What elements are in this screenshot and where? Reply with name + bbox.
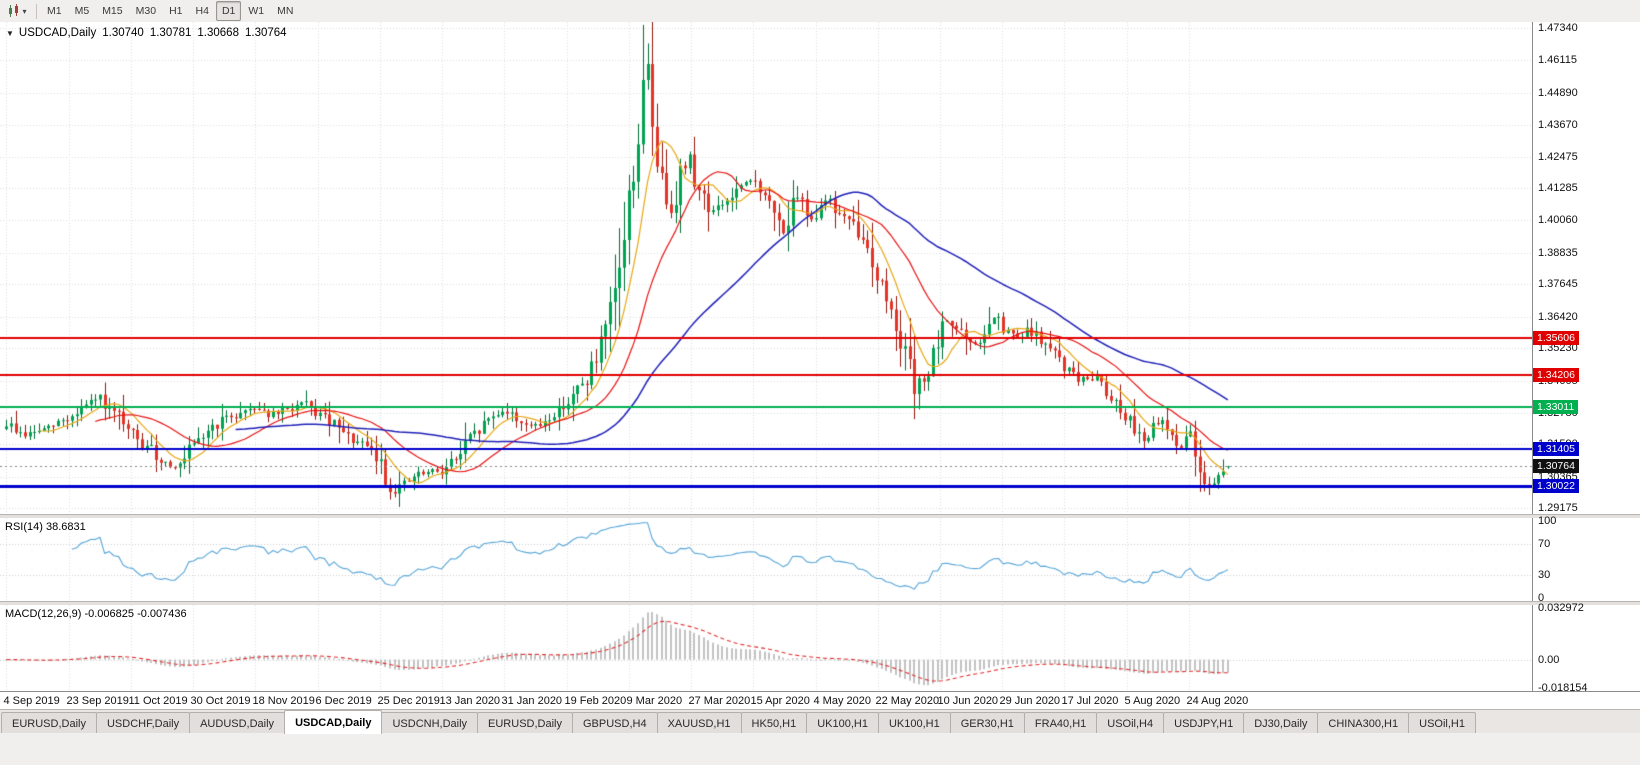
price-tick-label: 1.44890 (1538, 86, 1578, 99)
date-tick-label: 4 May 2020 (813, 695, 871, 707)
tab-hk50-h1[interactable]: HK50,H1 (740, 712, 808, 734)
date-tick-label: 5 Aug 2020 (1124, 695, 1181, 707)
hline-price-tag: 1.30022 (1533, 478, 1579, 493)
hline-price-tag: 1.34206 (1533, 368, 1579, 383)
rsi-tick-label: 0 (1538, 592, 1545, 604)
price-tick-label: 1.37645 (1538, 278, 1578, 291)
rsi-axis[interactable]: 100 70 30 0 (1532, 515, 1640, 604)
tab-audusd-daily[interactable]: AUDUSD,Daily (189, 712, 286, 734)
window-bottom-area (0, 733, 1640, 765)
price-tick-label: 1.38835 (1538, 246, 1578, 259)
dropdown-arrow-icon: ▾ (22, 6, 27, 16)
rsi-label: RSI(14) 38.6831 (5, 521, 86, 533)
tab-usoil-h1[interactable]: USOil,H1 (1408, 712, 1476, 734)
tab-eurusd-daily[interactable]: EURUSD,Daily (1, 712, 97, 734)
hline-price-tag: 1.31405 (1533, 442, 1579, 457)
tab-dj30-daily[interactable]: DJ30,Daily (1243, 712, 1319, 734)
macd-label: MACD(12,26,9) -0.006825 -0.007436 (5, 608, 187, 620)
current-price-tag: 1.30764 (1533, 459, 1579, 474)
tab-usdjpy-h1[interactable]: USDJPY,H1 (1163, 712, 1245, 734)
timeframe-mn[interactable]: MN (277, 5, 294, 17)
legend-close: 1.30764 (244, 27, 287, 39)
date-tick-label: 6 Dec 2019 (315, 695, 372, 707)
price-tick-label: 1.43670 (1538, 118, 1578, 131)
date-tick-label: 31 Jan 2020 (501, 695, 563, 707)
tab-usdchf-daily[interactable]: USDCHF,Daily (95, 712, 191, 734)
timeframe-d1[interactable]: D1 (215, 1, 242, 21)
date-tick-label: 11 Oct 2019 (128, 695, 188, 707)
date-tick-label: 24 Aug 2020 (1186, 695, 1249, 707)
main-chart-panel: ▼ USDCAD,Daily 1.30740 1.30781 1.30668 1… (0, 22, 1640, 514)
tab-uk100-h1[interactable]: UK100,H1 (806, 712, 879, 734)
date-tick-label: 19 Feb 2020 (564, 695, 627, 707)
timeframe-m15[interactable]: M15 (102, 5, 123, 17)
legend-marker-icon: ▼ (6, 28, 14, 38)
main-price-axis[interactable]: 1.47340 1.46115 1.44890 1.43670 1.42475 1.412… (1532, 22, 1640, 514)
date-tick-label: 10 Jun 2020 (937, 695, 999, 707)
timeframe-buttons: M1 M5 M15 M30 H1 H4 D1 W1 MN (41, 1, 299, 21)
timeframe-m5[interactable]: M5 (74, 5, 90, 17)
main-chart-canvas[interactable] (0, 22, 1532, 514)
timeframe-w1[interactable]: W1 (248, 5, 265, 17)
date-tick-label: 17 Jul 2020 (1061, 695, 1119, 707)
rsi-canvas[interactable] (0, 518, 1532, 601)
timeframe-h1[interactable]: H1 (169, 5, 183, 17)
tab-xauusd-h1[interactable]: XAUUSD,H1 (656, 712, 742, 734)
price-tick-label: 1.41285 (1538, 181, 1578, 194)
rsi-tick-label: 100 (1538, 515, 1557, 527)
top-toolbar: ▾ M1 M5 M15 M30 H1 H4 D1 W1 MN (0, 0, 1640, 23)
tab-gbpusd-h4[interactable]: GBPUSD,H4 (572, 712, 658, 734)
timeframe-m1[interactable]: M1 (47, 5, 62, 17)
price-tick-label: 1.42475 (1538, 150, 1578, 163)
legend-low: 1.30668 (197, 27, 239, 39)
date-tick-label: 30 Oct 2019 (190, 695, 251, 707)
rsi-panel: RSI(14) 38.6831 100 70 30 0 (0, 515, 1640, 604)
hline-price-tag: 1.33011 (1533, 399, 1579, 414)
legend-symbol: USDCAD,Daily (18, 27, 97, 39)
date-tick-label: 15 Apr 2020 (750, 695, 810, 707)
date-tick-label: 9 Mar 2020 (626, 695, 683, 707)
rsi-tick-label: 70 (1538, 538, 1551, 551)
toolbar-separator (36, 3, 37, 19)
tab-china300-h1[interactable]: CHINA300,H1 (1317, 712, 1410, 734)
chart-legend: ▼ USDCAD,Daily 1.30740 1.30781 1.30668 1… (6, 27, 287, 39)
timeframe-h4[interactable]: H4 (195, 5, 209, 17)
hline-price-tag: 1.35606 (1533, 331, 1579, 346)
date-tick-label: 23 Sep 2019 (66, 695, 129, 707)
date-tick-label: 27 Mar 2020 (688, 695, 751, 707)
macd-tick-label: 0.032972 (1538, 602, 1584, 614)
tab-ger30-h1[interactable]: GER30,H1 (949, 712, 1025, 734)
macd-panel: MACD(12,26,9) -0.006825 -0.007436 0.0329… (0, 602, 1640, 694)
date-tick-label: 29 Jun 2020 (999, 695, 1061, 707)
chart-type-button[interactable]: ▾ (2, 1, 32, 21)
price-tick-label: 1.36420 (1538, 310, 1578, 323)
date-tick-label: 4 Sep 2019 (3, 695, 60, 707)
tab-fra40-h1[interactable]: FRA40,H1 (1023, 712, 1098, 734)
tab-usdcad-daily[interactable]: USDCAD,Daily (284, 710, 383, 734)
macd-tick-label: 0.00 (1538, 653, 1560, 666)
price-tick-label: 1.47340 (1538, 21, 1578, 34)
macd-axis[interactable]: 0.032972 0.00 -0.018154 (1532, 602, 1640, 694)
candlestick-chart-icon (9, 4, 19, 17)
timeframe-m30[interactable]: M30 (135, 5, 157, 17)
date-tick-label: 25 Dec 2019 (377, 695, 440, 707)
rsi-tick-label: 30 (1538, 568, 1551, 581)
legend-open: 1.30740 (102, 27, 144, 39)
price-tick-label: 1.29175 (1538, 502, 1578, 515)
price-tick-label: 1.46115 (1538, 54, 1577, 67)
tab-usoil-h4[interactable]: USOil,H4 (1096, 712, 1165, 734)
tab-eurusd-daily[interactable]: EURUSD,Daily (477, 712, 573, 734)
date-tick-label: 13 Jan 2020 (439, 695, 501, 707)
price-tick-label: 1.40060 (1538, 214, 1578, 227)
chart-tabbar: EURUSD,Daily USDCHF,Daily AUDUSD,Daily USDC… (0, 709, 1640, 734)
tab-usdcnh-daily[interactable]: USDCNH,Daily (381, 712, 479, 734)
macd-canvas[interactable] (0, 605, 1532, 691)
tab-uk100-h1[interactable]: UK100,H1 (877, 712, 951, 734)
date-tick-label: 22 May 2020 (875, 695, 940, 707)
legend-high: 1.30781 (149, 27, 192, 39)
date-tick-label: 18 Nov 2019 (252, 695, 315, 707)
date-axis[interactable]: 4 Sep 2019 23 Sep 2019 11 Oct 2019 30 Oct 2… (0, 691, 1640, 710)
